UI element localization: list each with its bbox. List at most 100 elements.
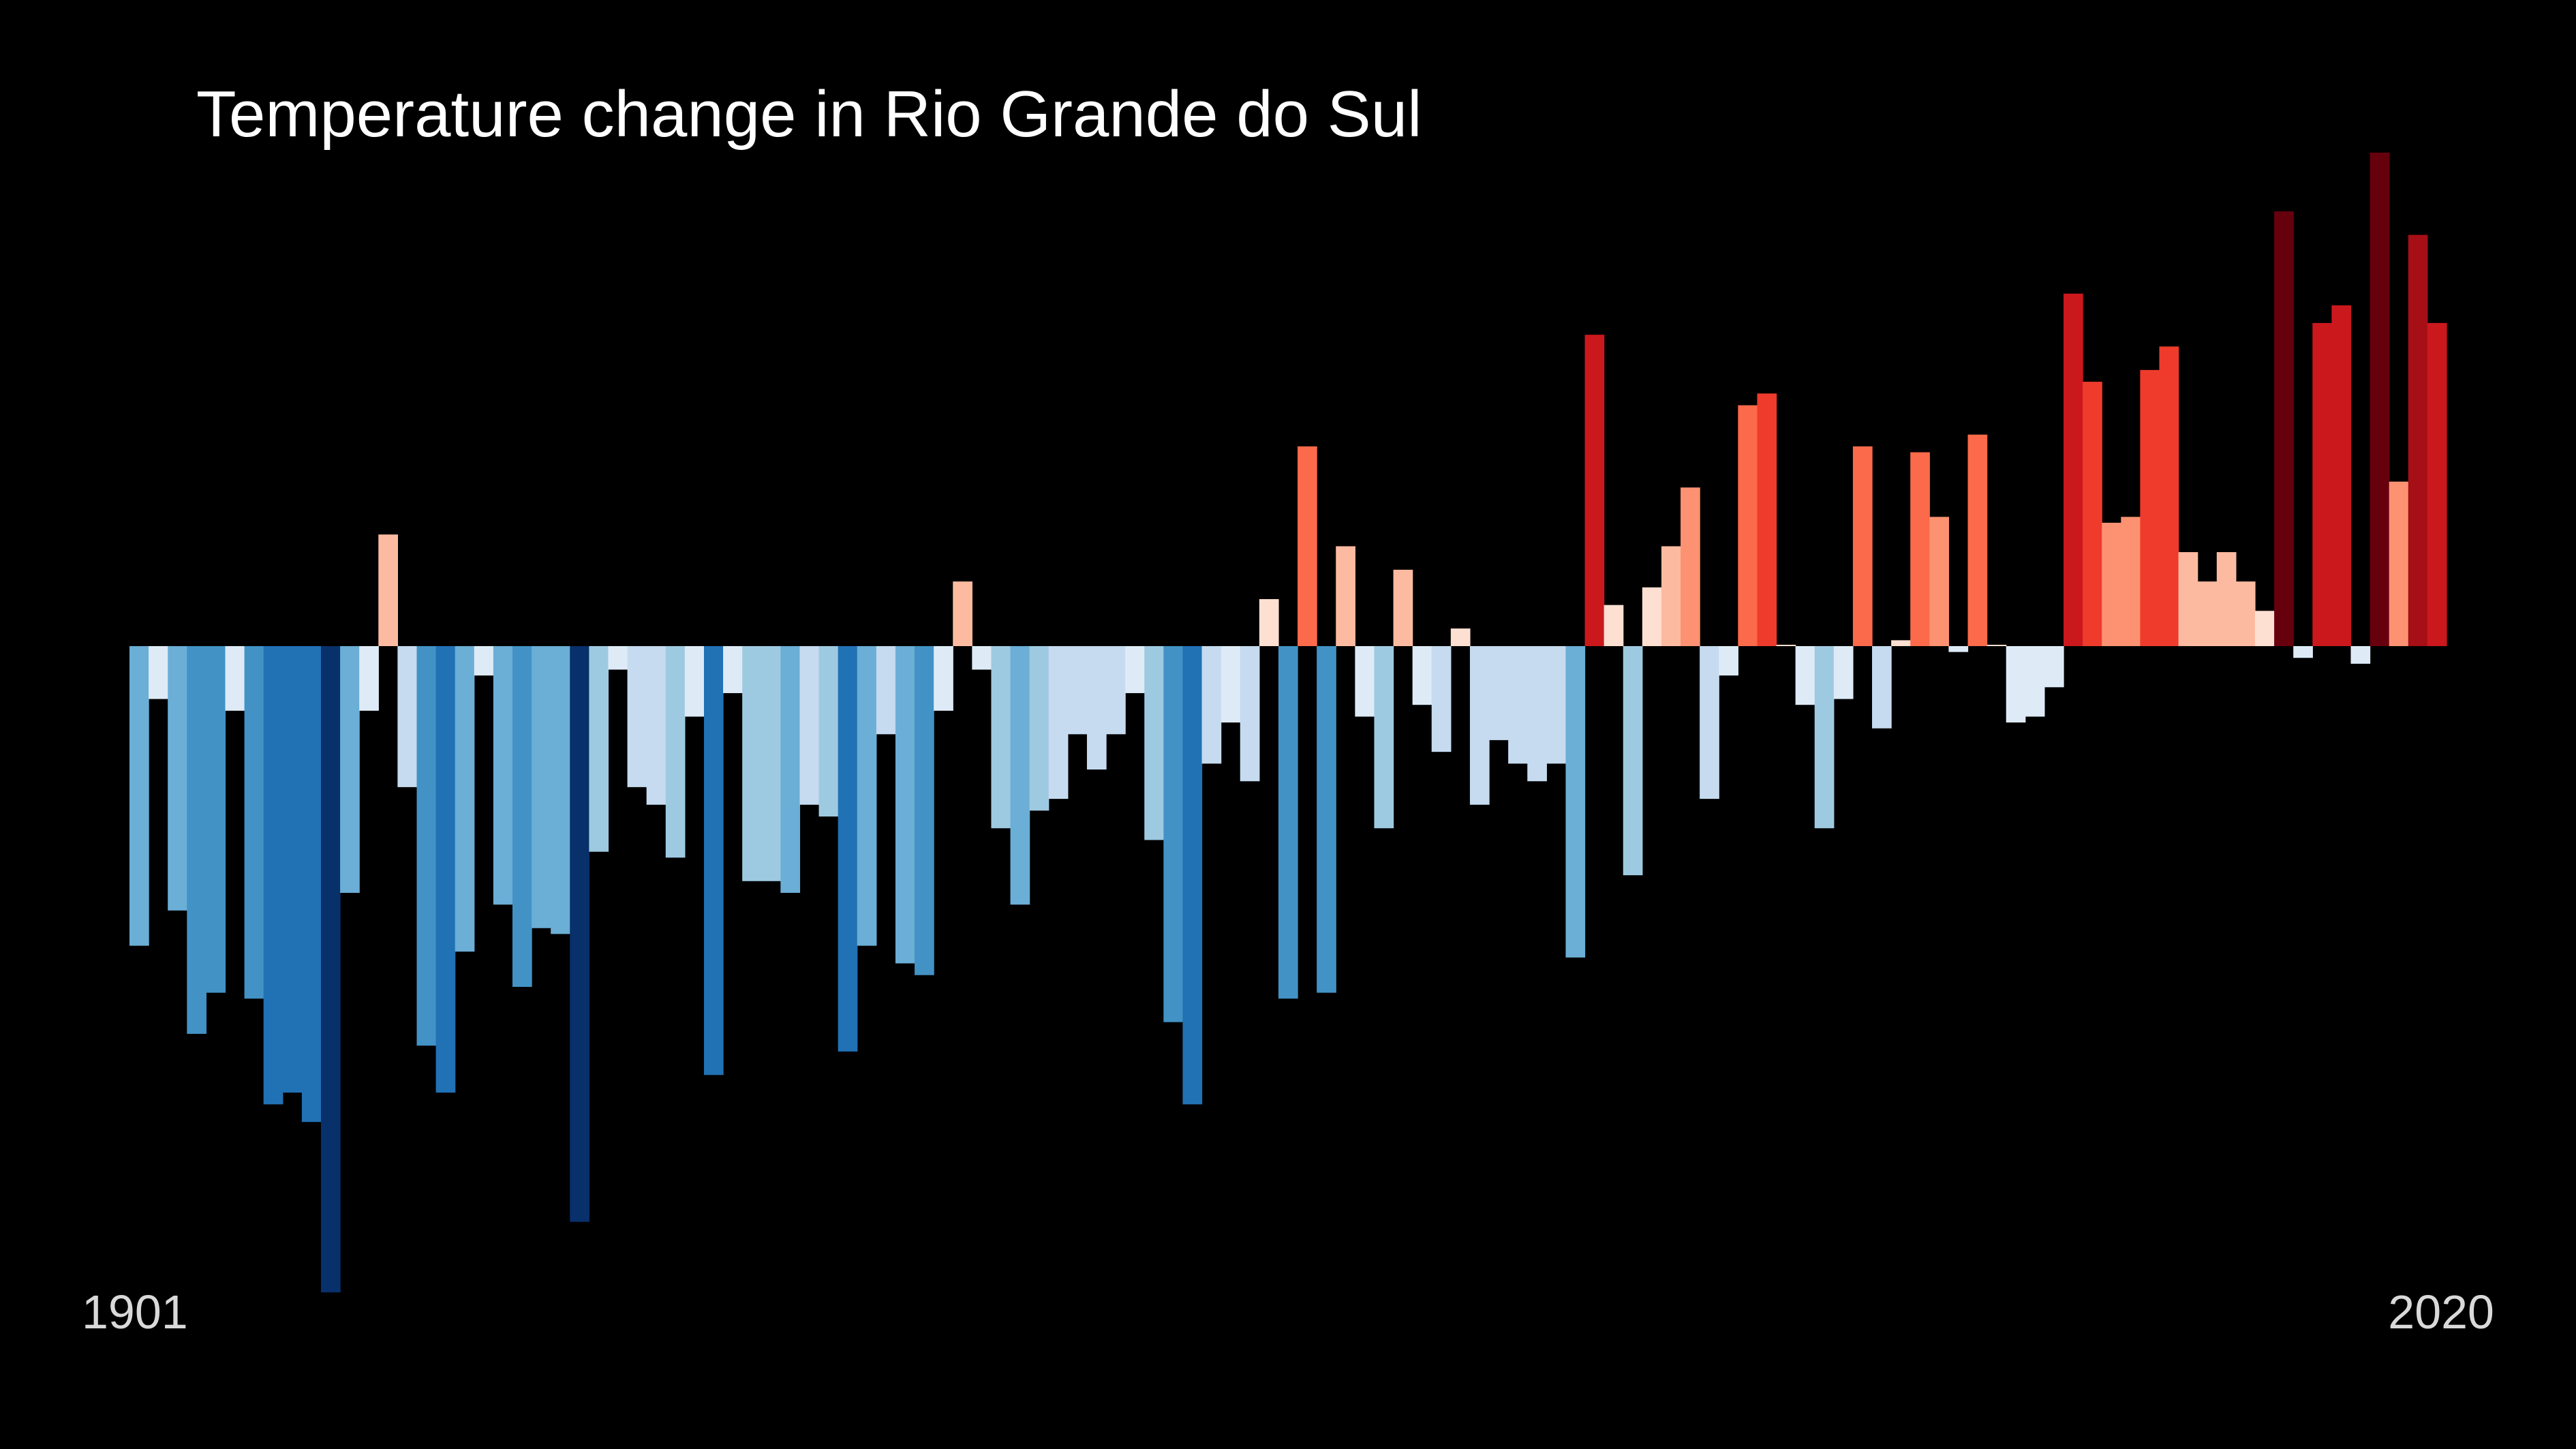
bar-1990: [1833, 646, 1854, 699]
bar-1916: [416, 646, 437, 1046]
bar-1915: [397, 646, 418, 787]
bar-1974: [1527, 646, 1547, 782]
bar-1953: [1125, 646, 1145, 693]
bar-1934: [761, 646, 781, 881]
bar-1904: [187, 646, 206, 1034]
bar-1930: [684, 646, 705, 717]
bar-1905: [206, 646, 226, 993]
bar-1948: [1029, 646, 1049, 811]
bar-1921: [512, 646, 532, 987]
bar-1932: [723, 646, 743, 693]
bar-1941: [895, 646, 915, 964]
chart-title: Temperature change in Rio Grande do Sul: [196, 78, 1422, 151]
start-year-label: 1901: [82, 1285, 188, 1339]
bar-1910: [301, 646, 322, 1123]
bar-1936: [799, 646, 820, 805]
bar-2009: [2197, 581, 2218, 646]
bar-1956: [1182, 646, 1203, 1105]
bar-1924: [570, 646, 589, 1222]
bar-2017: [2350, 646, 2371, 664]
bar-1965: [1355, 646, 1375, 717]
bar-1993: [1891, 640, 1911, 646]
bar-1969: [1431, 646, 1452, 752]
bar-1976: [1565, 646, 1586, 958]
bar-1909: [282, 646, 303, 1093]
bar-1975: [1546, 646, 1567, 764]
bar-2011: [2235, 581, 2256, 646]
bars-group: [129, 152, 2447, 1293]
bar-1913: [359, 646, 379, 711]
bar-1945: [972, 646, 992, 670]
bar-1917: [435, 646, 456, 1093]
bar-2003: [2083, 382, 2102, 646]
bar-1967: [1393, 569, 1413, 646]
bar-2007: [2159, 346, 2179, 646]
bar-1949: [1048, 646, 1069, 799]
bar-1937: [818, 646, 839, 817]
bar-1911: [320, 646, 341, 1293]
bar-1927: [627, 646, 647, 787]
bar-1995: [1929, 517, 1950, 646]
bar-1943: [934, 646, 953, 711]
bar-1908: [263, 646, 283, 1105]
bar-2020: [2408, 234, 2428, 647]
bar-2008: [2178, 552, 2198, 646]
bar-1942: [915, 646, 934, 975]
bar-1992: [1872, 646, 1892, 729]
bar-1918: [455, 646, 475, 952]
bar-2013: [2274, 211, 2294, 646]
bar-1960: [1259, 599, 1279, 646]
bar-1983: [1700, 646, 1719, 799]
bar-2012: [2255, 611, 2275, 646]
bar-2014: [2293, 646, 2313, 658]
bar-1922: [532, 646, 551, 928]
bar-1902: [149, 646, 168, 699]
bar-1984: [1719, 646, 1738, 676]
bar-1952: [1106, 646, 1126, 735]
bar-1950: [1067, 646, 1088, 735]
bar-1912: [340, 646, 360, 894]
bar-1958: [1221, 646, 1241, 723]
bar-2018: [2370, 152, 2390, 647]
bar-1963: [1317, 646, 1336, 993]
bar-1968: [1412, 646, 1432, 705]
bar-1964: [1336, 546, 1355, 646]
bar-1986: [1757, 393, 1777, 646]
bar-1938: [838, 646, 858, 1052]
bar-1957: [1201, 646, 1222, 764]
bar-1947: [1010, 646, 1030, 905]
bar-1987: [1776, 645, 1796, 646]
bar-2010: [2216, 552, 2237, 646]
bar-1914: [378, 534, 398, 646]
bar-1959: [1240, 646, 1260, 782]
bar-1981: [1661, 546, 1681, 646]
bar-1951: [1086, 646, 1107, 770]
bar-1944: [953, 581, 972, 646]
bar-2015: [2312, 322, 2333, 646]
bar-1998: [1987, 645, 2007, 646]
bar-1919: [474, 646, 494, 676]
bar-1929: [665, 646, 686, 858]
bar-2021: [2427, 322, 2447, 646]
bar-1978: [1604, 605, 1624, 646]
bar-1935: [780, 646, 801, 894]
bar-2000: [2025, 646, 2045, 717]
bar-1977: [1584, 335, 1605, 646]
bar-1907: [244, 646, 264, 999]
bar-1931: [703, 646, 724, 1076]
bar-1999: [2006, 646, 2026, 723]
bar-1997: [1967, 434, 1988, 646]
bar-1962: [1298, 446, 1317, 646]
bar-1946: [991, 646, 1011, 829]
bar-2004: [2102, 522, 2121, 646]
bar-1920: [493, 646, 513, 905]
bar-1989: [1814, 646, 1835, 829]
bar-1961: [1278, 646, 1298, 999]
bar-1940: [876, 646, 896, 735]
bar-1925: [589, 646, 609, 852]
bar-1928: [646, 646, 666, 805]
bar-1973: [1508, 646, 1528, 764]
bar-1923: [551, 646, 570, 934]
